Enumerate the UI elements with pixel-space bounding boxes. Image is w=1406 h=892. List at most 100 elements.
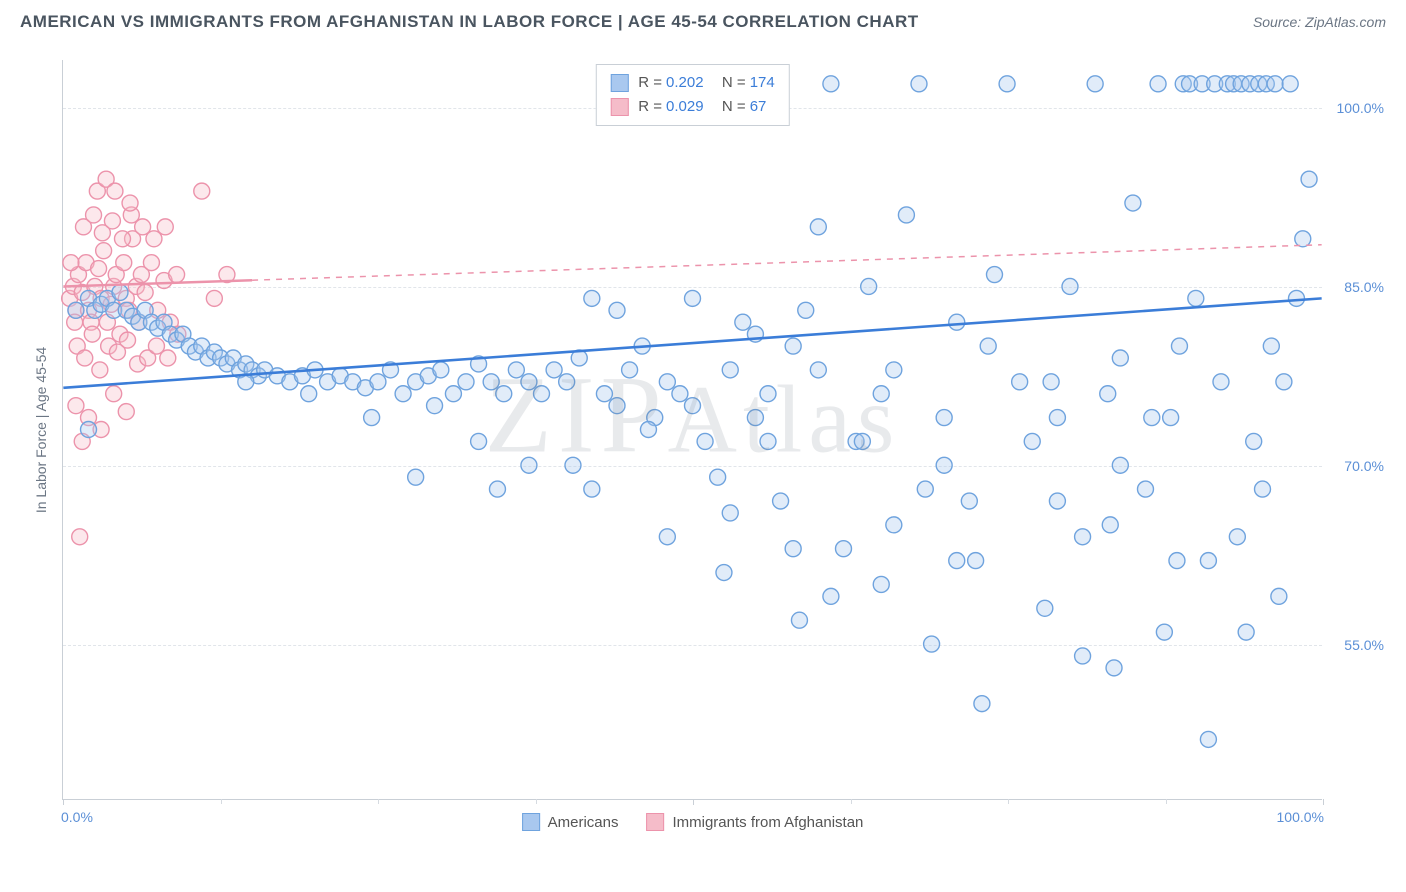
- data-point: [301, 386, 317, 402]
- legend-item-1: Immigrants from Afghanistan: [646, 813, 863, 831]
- data-point: [596, 386, 612, 402]
- data-point: [1049, 493, 1065, 509]
- data-point: [898, 207, 914, 223]
- data-point: [987, 267, 1003, 283]
- x-tick-minor: [221, 799, 222, 804]
- data-point: [521, 374, 537, 390]
- data-point: [1255, 481, 1271, 497]
- data-point: [1075, 648, 1091, 664]
- data-point: [672, 386, 688, 402]
- chart-title: AMERICAN VS IMMIGRANTS FROM AFGHANISTAN …: [20, 12, 919, 32]
- data-point: [659, 374, 675, 390]
- data-point: [370, 374, 386, 390]
- data-point: [798, 302, 814, 318]
- data-point: [685, 398, 701, 414]
- data-point: [206, 290, 222, 306]
- data-point: [1112, 457, 1128, 473]
- data-point: [974, 696, 990, 712]
- data-point: [697, 433, 713, 449]
- data-point: [861, 278, 877, 294]
- data-point: [609, 302, 625, 318]
- data-point: [408, 469, 424, 485]
- data-point: [1271, 588, 1287, 604]
- x-axis-min-label: 0.0%: [61, 809, 93, 825]
- data-point: [1144, 410, 1160, 426]
- corr-row-series-1: R =0.029 N =67: [610, 95, 774, 119]
- legend-label-1: Immigrants from Afghanistan: [672, 814, 863, 831]
- data-point: [395, 386, 411, 402]
- data-point: [1295, 231, 1311, 247]
- x-tick-minor: [536, 799, 537, 804]
- data-point: [1276, 374, 1292, 390]
- data-point: [546, 362, 562, 378]
- data-point: [92, 362, 108, 378]
- data-point: [118, 404, 134, 420]
- data-point: [471, 433, 487, 449]
- data-point: [1012, 374, 1028, 390]
- data-point: [949, 314, 965, 330]
- y-axis-label: In Labor Force | Age 45-54: [33, 346, 49, 512]
- data-point: [980, 338, 996, 354]
- data-point: [143, 255, 159, 271]
- data-point: [1163, 410, 1179, 426]
- data-point: [445, 386, 461, 402]
- data-point: [760, 386, 776, 402]
- data-point: [622, 362, 638, 378]
- data-point: [116, 255, 132, 271]
- data-point: [458, 374, 474, 390]
- x-tick-major: [63, 799, 64, 805]
- data-point: [785, 338, 801, 354]
- data-point: [886, 517, 902, 533]
- data-point: [122, 195, 138, 211]
- data-point: [791, 612, 807, 628]
- data-point: [81, 422, 97, 438]
- data-point: [169, 267, 185, 283]
- x-tick-minor: [851, 799, 852, 804]
- data-point: [565, 457, 581, 473]
- data-point: [810, 362, 826, 378]
- data-point: [936, 410, 952, 426]
- data-point: [1200, 553, 1216, 569]
- data-point: [120, 332, 136, 348]
- data-point: [559, 374, 575, 390]
- data-point: [968, 553, 984, 569]
- data-point: [584, 290, 600, 306]
- data-point: [91, 261, 107, 277]
- data-point: [96, 243, 112, 259]
- source-attribution: Source: ZipAtlas.com: [1253, 14, 1386, 30]
- swatch-series-1: [610, 98, 628, 116]
- data-point: [1169, 553, 1185, 569]
- data-point: [823, 76, 839, 92]
- data-point: [1043, 374, 1059, 390]
- data-point: [496, 386, 512, 402]
- data-point: [685, 290, 701, 306]
- data-point: [823, 588, 839, 604]
- data-point: [773, 493, 789, 509]
- data-point: [86, 207, 102, 223]
- data-point: [1246, 433, 1262, 449]
- x-tick-major: [1323, 799, 1324, 805]
- data-point: [68, 398, 84, 414]
- data-point: [911, 76, 927, 92]
- swatch-series-1: [646, 813, 664, 831]
- data-point: [873, 386, 889, 402]
- y-tick-label: 85.0%: [1328, 279, 1384, 295]
- data-point: [63, 255, 79, 271]
- data-point: [521, 457, 537, 473]
- trend-line: [63, 298, 1321, 387]
- data-point: [584, 481, 600, 497]
- data-point: [84, 326, 100, 342]
- data-point: [433, 362, 449, 378]
- correlation-legend: R =0.202 N =174 R =0.029 N =67: [595, 64, 789, 126]
- chart-container: In Labor Force | Age 45-54 ZIPAtlas R =0…: [20, 48, 1386, 838]
- data-point: [836, 541, 852, 557]
- data-point: [483, 374, 499, 390]
- data-point: [160, 350, 176, 366]
- scatter-svg: [63, 60, 1322, 799]
- data-point: [112, 284, 128, 300]
- data-point: [659, 529, 675, 545]
- data-point: [722, 505, 738, 521]
- data-point: [999, 76, 1015, 92]
- data-point: [609, 398, 625, 414]
- data-point: [106, 386, 122, 402]
